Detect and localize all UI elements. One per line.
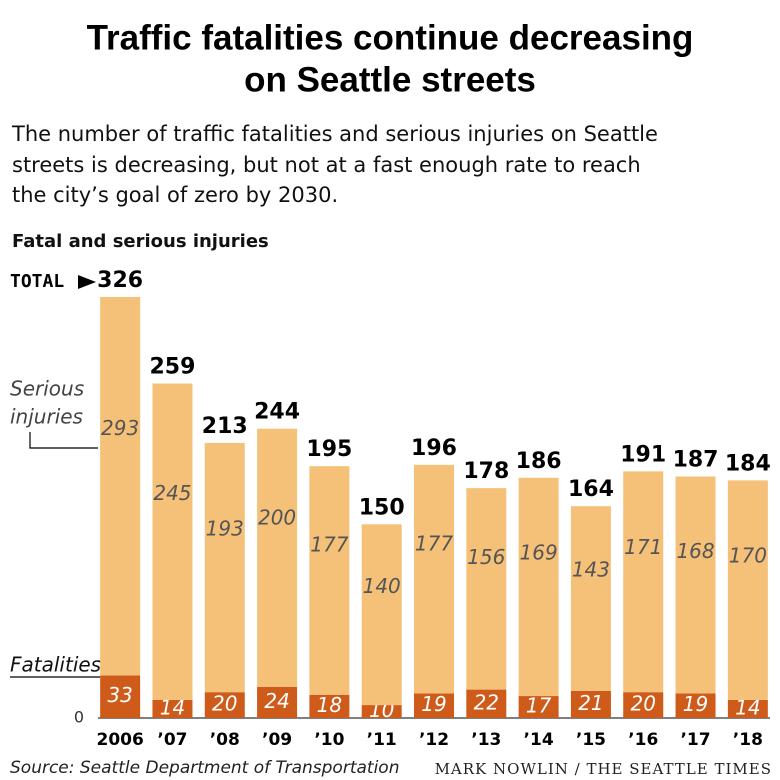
bar-segment (675, 476, 716, 694)
segment-label: 293 (101, 416, 139, 440)
total-label: 195 (306, 437, 352, 462)
bar-segment (675, 693, 716, 718)
bar-segment (257, 428, 298, 688)
segment-label: 193 (206, 517, 244, 541)
chart-title: on Seattle streets (244, 60, 536, 99)
bar-segment (466, 488, 507, 690)
subtitle: streets is decreasing, but not at a fast… (12, 153, 641, 177)
leader-line (29, 432, 98, 449)
bar-segment (623, 692, 664, 718)
bar-segment (204, 442, 245, 693)
x-tick-label: ’11 (367, 730, 397, 750)
total-label: 150 (359, 495, 405, 520)
source: Source: Seattle Department of Transporta… (10, 758, 399, 778)
segment-label: 156 (467, 545, 505, 569)
bar-segment (152, 383, 193, 700)
x-tick-label: 2006 (96, 730, 143, 750)
annotation: TOTAL (10, 271, 64, 292)
total-label: 184 (725, 451, 771, 476)
bar-segment (361, 524, 402, 706)
bar-segment (361, 705, 402, 718)
total-label: 191 (620, 442, 666, 467)
bar-segment (257, 687, 298, 718)
segment-label: 24 (264, 689, 289, 713)
segment-label: 22 (474, 690, 499, 714)
bar-segment (623, 471, 664, 693)
segment-label: 17 (526, 694, 552, 718)
arrow (78, 275, 96, 289)
x-tick-label: ’10 (314, 730, 344, 750)
bar-segment (414, 693, 454, 718)
y-axis-label: Fatal and serious injuries (12, 231, 269, 252)
bar-segment (152, 699, 193, 718)
segment-label: 143 (572, 557, 610, 581)
segment-label: 169 (520, 541, 558, 565)
total-label: 178 (463, 459, 509, 484)
x-tick-label: ’16 (628, 730, 658, 750)
bar-segment (570, 690, 611, 718)
bar-segment (727, 480, 768, 700)
bar-segment (518, 477, 559, 697)
segment-label: 140 (363, 574, 401, 598)
x-tick-label: ’07 (157, 730, 187, 750)
bar-segment (518, 696, 559, 718)
segment-label: 33 (107, 683, 132, 707)
bar-segment (570, 506, 611, 691)
bar-segment (466, 689, 507, 718)
total-label: 259 (149, 355, 195, 380)
x-tick-label: ’09 (262, 730, 292, 750)
segment-label: 200 (258, 506, 296, 530)
total-label: 244 (254, 400, 300, 425)
bar-segment (309, 466, 350, 695)
bar-segment (100, 297, 141, 676)
segment-label: 245 (153, 481, 191, 505)
annotation: Serious (10, 377, 84, 401)
annotation: injuries (10, 405, 83, 429)
bar-segment (727, 699, 768, 718)
x-tick-label: ’15 (576, 730, 606, 750)
bar-segment (309, 694, 350, 718)
segment-label: 168 (676, 539, 714, 563)
annotation: Fatalities (10, 653, 101, 677)
bar-segment (414, 464, 454, 694)
total-label: 164 (568, 477, 614, 502)
total-label: 186 (516, 449, 562, 474)
total-label: 326 (97, 268, 143, 293)
y-tick-label: 0 (74, 708, 84, 727)
segment-label: 171 (624, 535, 662, 559)
x-tick-label: ’12 (419, 730, 449, 750)
segment-label: 21 (578, 691, 603, 715)
bar-segment (100, 675, 141, 718)
x-tick-label: ’17 (680, 730, 710, 750)
segment-label: 177 (310, 533, 348, 557)
x-tick-label: ’08 (210, 730, 240, 750)
x-tick-label: ’18 (733, 730, 763, 750)
segment-label: 20 (631, 692, 656, 716)
total-label: 187 (673, 448, 719, 473)
segment-label: 20 (212, 692, 237, 716)
segment-label: 170 (729, 544, 767, 568)
total-label: 196 (411, 436, 457, 461)
bar-segment (204, 692, 245, 718)
segment-label: 18 (317, 693, 342, 717)
x-tick-label: ’13 (471, 730, 501, 750)
chart-title: Traffic fatalities continue decreasing (87, 18, 694, 57)
credit: MARK NOWLIN / THE SEATTLE TIMES (435, 760, 772, 778)
total-label: 213 (202, 414, 248, 439)
segment-label: 19 (421, 692, 446, 716)
x-tick-label: ’14 (524, 730, 554, 750)
segment-label: 19 (683, 692, 708, 716)
segment-label: 177 (415, 531, 453, 555)
subtitle: the city’s goal of zero by 2030. (12, 183, 338, 207)
subtitle: The number of traffic fatalities and ser… (11, 122, 658, 146)
